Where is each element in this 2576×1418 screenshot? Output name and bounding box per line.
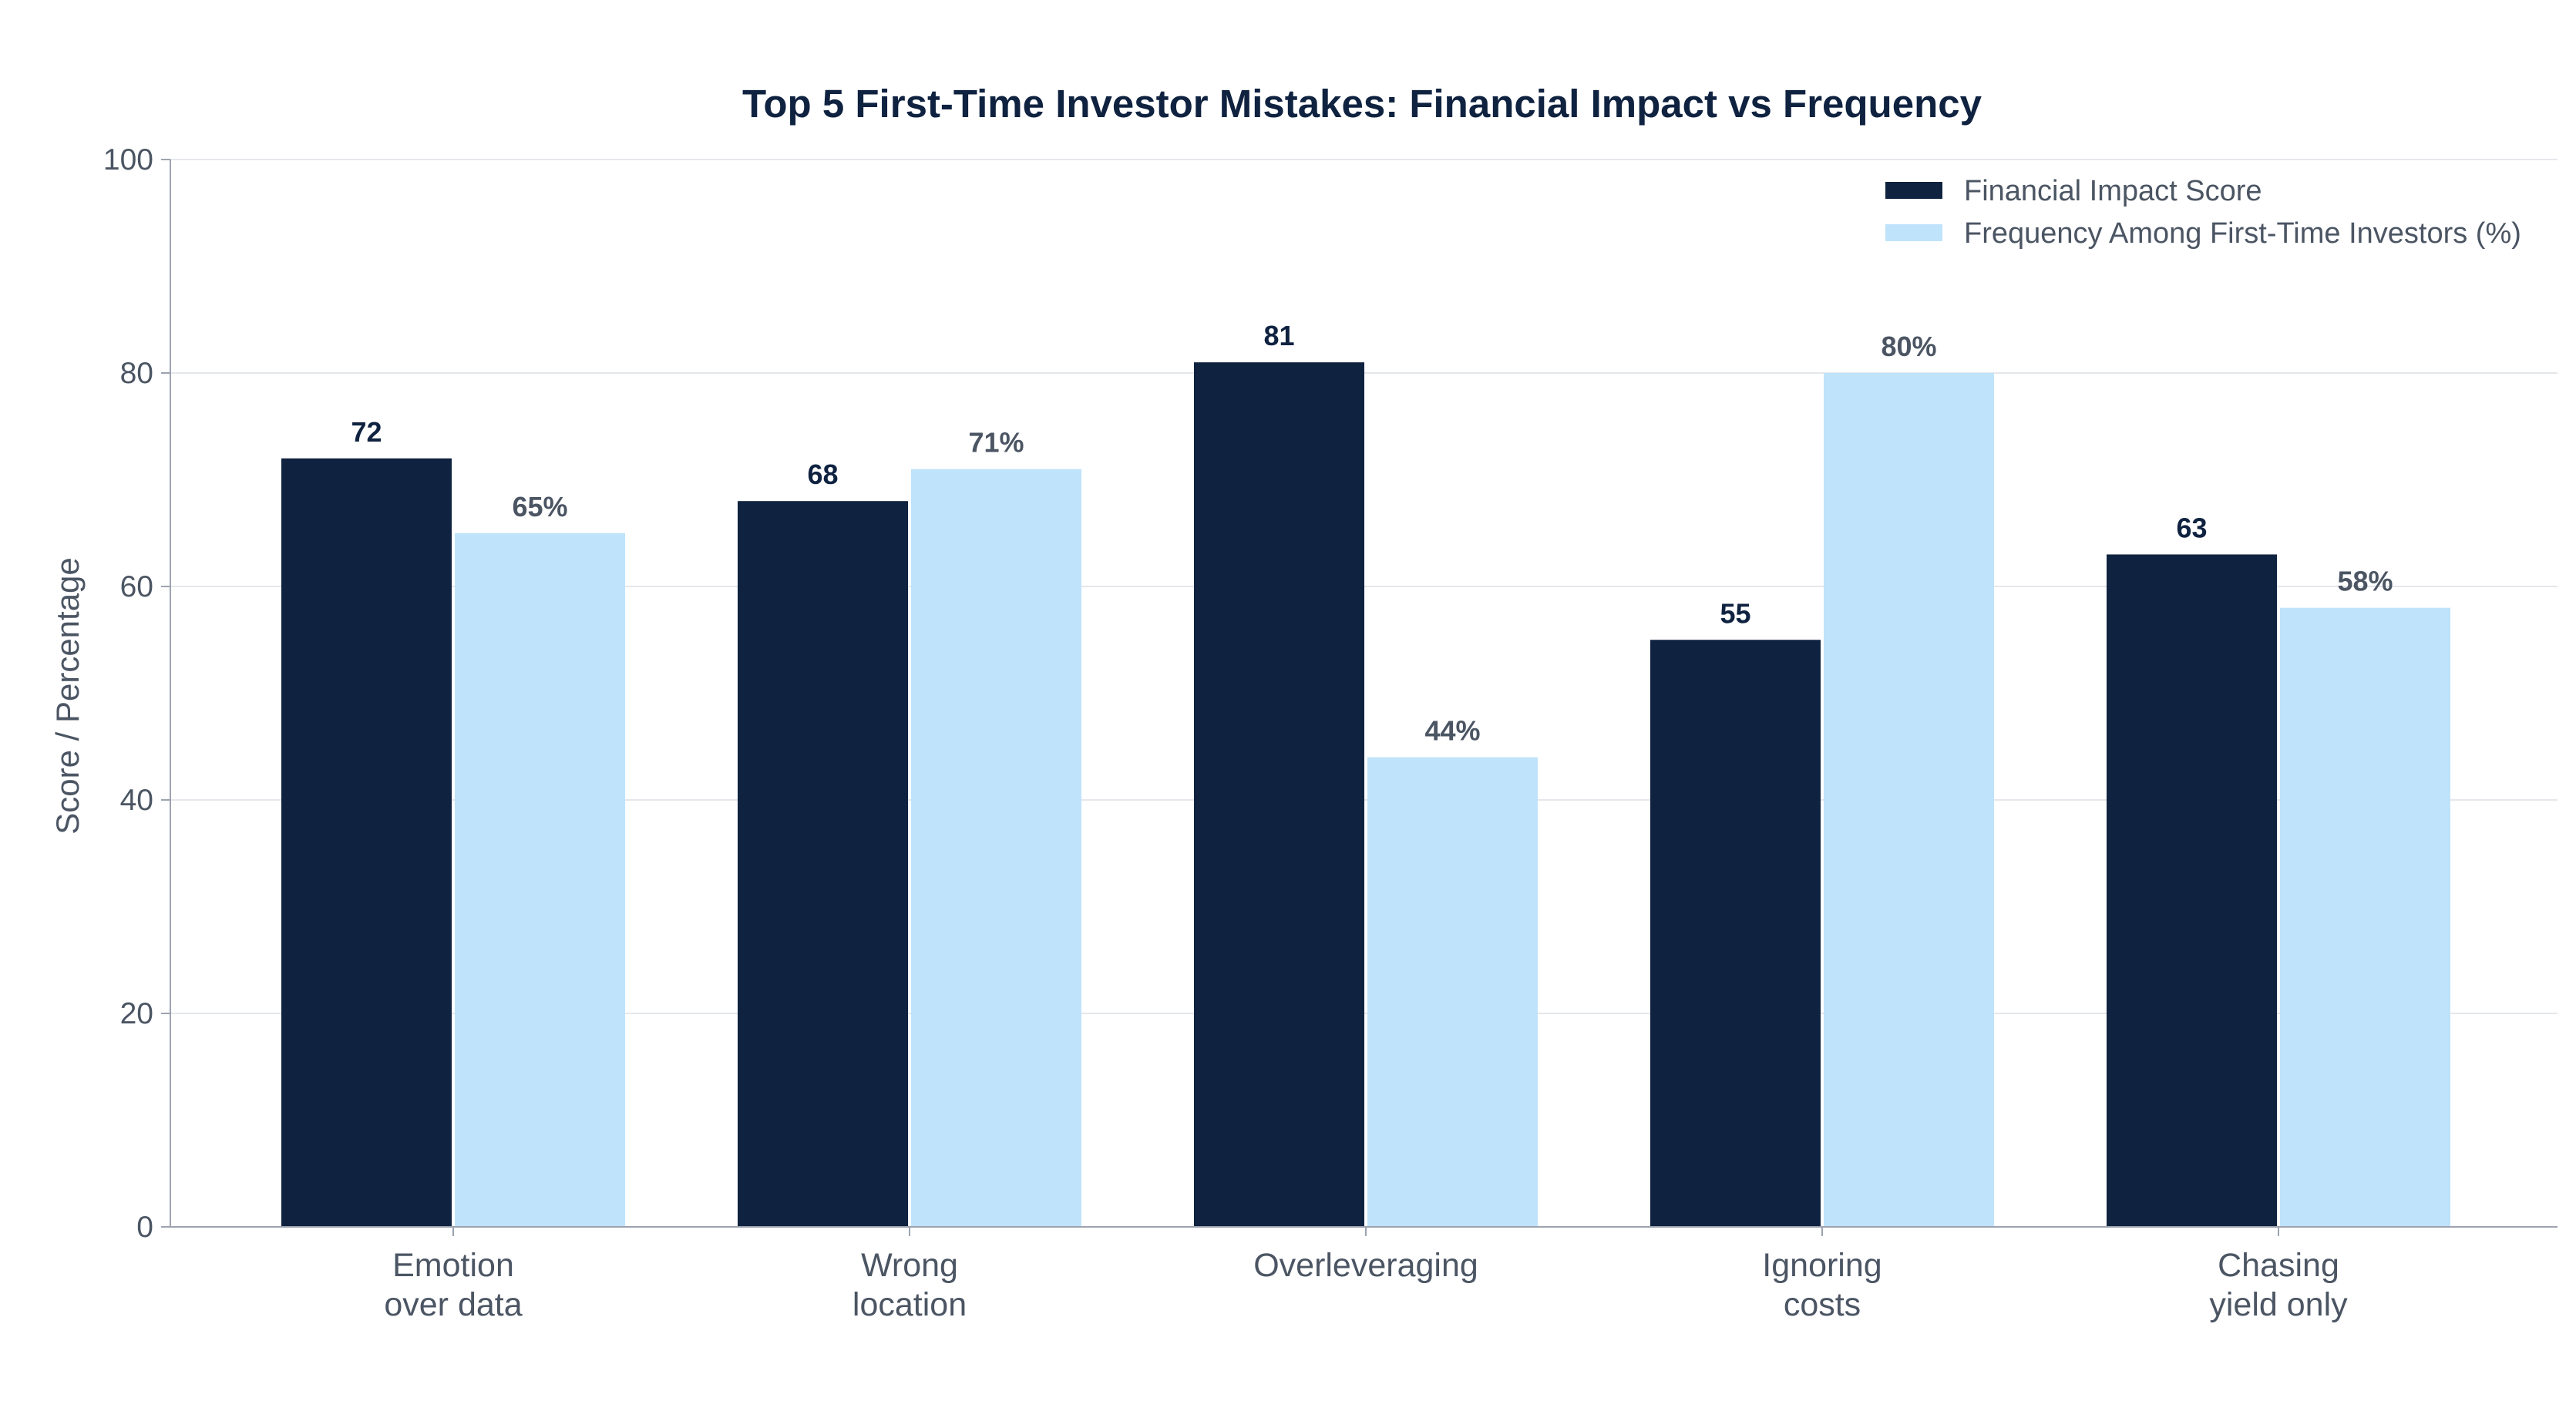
bar xyxy=(281,458,452,1227)
y-tick-label: 80 xyxy=(120,357,153,390)
y-tick-label: 100 xyxy=(103,143,153,176)
y-tick-label: 0 xyxy=(136,1211,153,1244)
x-tick-label: Wrong xyxy=(861,1247,958,1284)
bar xyxy=(455,533,625,1227)
legend-swatch xyxy=(1885,182,1942,199)
data-label: 58% xyxy=(2337,566,2393,597)
data-label: 80% xyxy=(1881,331,1936,362)
y-axis-ticks: 0 20 40 60 80 100 xyxy=(103,143,170,1244)
bar xyxy=(2280,607,2450,1227)
data-labels: 72 65% 68 71% 81 44% 55 80% 63 58% xyxy=(351,320,2393,746)
data-label: 81 xyxy=(1263,320,1294,351)
bar xyxy=(2107,554,2277,1227)
x-tick-label: location xyxy=(853,1286,967,1323)
y-axis-label: Score / Percentage xyxy=(49,557,86,835)
bar xyxy=(738,501,908,1227)
x-tick-label: Overleveraging xyxy=(1253,1247,1478,1284)
bar xyxy=(1194,362,1364,1227)
data-label: 44% xyxy=(1424,715,1480,747)
legend-entry: Financial Impact Score xyxy=(1964,175,2262,207)
bar xyxy=(911,469,1081,1227)
x-tick-label: over data xyxy=(384,1286,522,1323)
data-label: 63 xyxy=(2176,512,2207,543)
bar xyxy=(1367,757,1538,1227)
x-tick-label: yield only xyxy=(2209,1286,2348,1323)
data-label: 72 xyxy=(351,416,382,448)
data-label: 55 xyxy=(1720,597,1750,629)
y-tick-label: 20 xyxy=(120,997,153,1030)
legend: Financial Impact Score Frequency Among Fi… xyxy=(1885,175,2521,250)
data-label: 71% xyxy=(968,427,1024,459)
data-label: 68 xyxy=(807,459,838,490)
data-label: 65% xyxy=(512,491,567,523)
bar xyxy=(1824,373,1994,1227)
x-tick-label: Emotion xyxy=(392,1247,514,1284)
x-tick-label: costs xyxy=(1784,1286,1861,1323)
y-tick-label: 40 xyxy=(120,784,153,817)
bar xyxy=(1650,640,1821,1227)
bars xyxy=(281,362,2450,1227)
y-tick-label: 60 xyxy=(120,570,153,603)
legend-swatch xyxy=(1885,224,1942,241)
axes xyxy=(170,160,2558,1228)
x-tick-label: Chasing xyxy=(2218,1247,2339,1284)
x-tick-label: Ignoring xyxy=(1762,1247,1882,1284)
chart-title: Top 5 First-Time Investor Mistakes: Fina… xyxy=(742,82,1982,126)
legend-entry: Frequency Among First-Time Investors (%) xyxy=(1964,217,2521,250)
